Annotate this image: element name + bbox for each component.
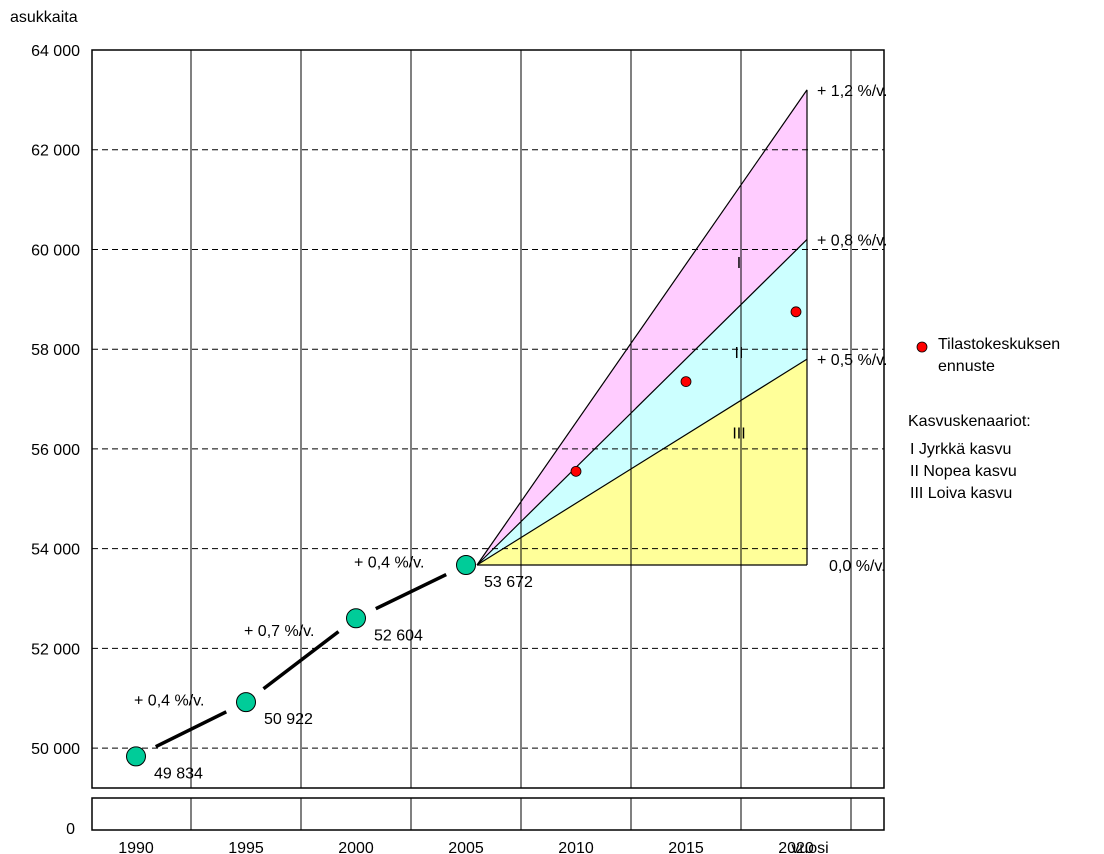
forecast-point-0 [570, 465, 582, 477]
history-value-label-2: 52 604 [374, 627, 423, 644]
scenario-rate-label-2: + 0,5 %/v. [817, 352, 887, 369]
scenario-line-2 [476, 358, 808, 566]
scenario-rate-label-0: + 1,2 %/v. [817, 83, 887, 100]
y-tick-label-5: 60 000 [31, 242, 80, 259]
scenario-line-1 [476, 239, 808, 566]
series-lines [154, 89, 808, 749]
history-point-1 [236, 692, 256, 713]
legend-forecast-marker [916, 341, 928, 353]
markers [126, 306, 928, 767]
history-segment-1 [262, 630, 340, 691]
history-value-label-3: 53 672 [484, 574, 533, 591]
history-growth-label-2: + 0,4 %/v. [354, 555, 424, 572]
forecast-point-1 [680, 376, 692, 388]
y-tick-label-4: 58 000 [31, 342, 80, 359]
scenario-rate-label-1: + 0,8 %/v. [817, 232, 887, 249]
scenario-numeral-1: I [737, 255, 741, 272]
legend-scenarios-title: Kasvuskenaariot: [908, 413, 1031, 430]
y-tick-label-0: 50 000 [31, 741, 80, 758]
history-growth-label-1: + 0,7 %/v. [244, 623, 314, 640]
history-value-label-0: 49 834 [154, 765, 203, 782]
x-tick-label-1: 1995 [228, 840, 264, 854]
x-axis-title: vuosi [791, 840, 828, 854]
y-tick-label-1: 52 000 [31, 641, 80, 658]
forecast-point-2 [790, 306, 802, 318]
history-point-0 [126, 746, 146, 767]
scenario-rate-label-3: 0,0 %/v. [829, 558, 886, 575]
y-tick-label-2: 54 000 [31, 542, 80, 559]
labels: 49 834 50 922 52 604 53 672 + 0,4 %/v. + 0,7 … [10, 9, 1060, 854]
legend-forecast-label-1: Tilastokeskuksen [938, 336, 1060, 353]
plot-frame [91, 49, 885, 789]
y-tick-label-7: 64 000 [31, 43, 80, 60]
history-point-2 [346, 608, 366, 629]
history-point-3 [456, 555, 476, 576]
axis-strip-frame [91, 797, 885, 831]
history-growth-label-0: + 0,4 %/v. [134, 692, 204, 709]
legend-forecast-label-2: ennuste [938, 358, 995, 375]
x-tick-label-2: 2000 [338, 840, 374, 854]
legend-scenario-1: I Jyrkkä kasvu [910, 441, 1011, 458]
history-segment-2 [375, 573, 447, 611]
y-tick-label-6: 62 000 [31, 143, 80, 160]
legend-scenario-3: III Loiva kasvu [910, 485, 1012, 502]
scenario-numeral-2: II [735, 345, 744, 362]
x-tick-label-0: 1990 [118, 840, 154, 854]
y-zero-label: 0 [66, 821, 75, 838]
scenario-numeral-3: III [732, 425, 745, 442]
scenario-line-0 [476, 89, 808, 566]
x-tick-label-5: 2015 [668, 840, 704, 854]
x-tick-label-4: 2010 [558, 840, 594, 854]
grid [91, 49, 885, 831]
legend-scenario-2: II Nopea kasvu [910, 463, 1017, 480]
history-value-label-1: 50 922 [264, 711, 313, 728]
y-axis-title: asukkaita [10, 9, 78, 26]
history-segment-0 [154, 710, 228, 749]
y-tick-label-3: 56 000 [31, 442, 80, 459]
x-tick-label-3: 2005 [448, 840, 484, 854]
x-tick-label-6: 2020 [778, 840, 814, 854]
